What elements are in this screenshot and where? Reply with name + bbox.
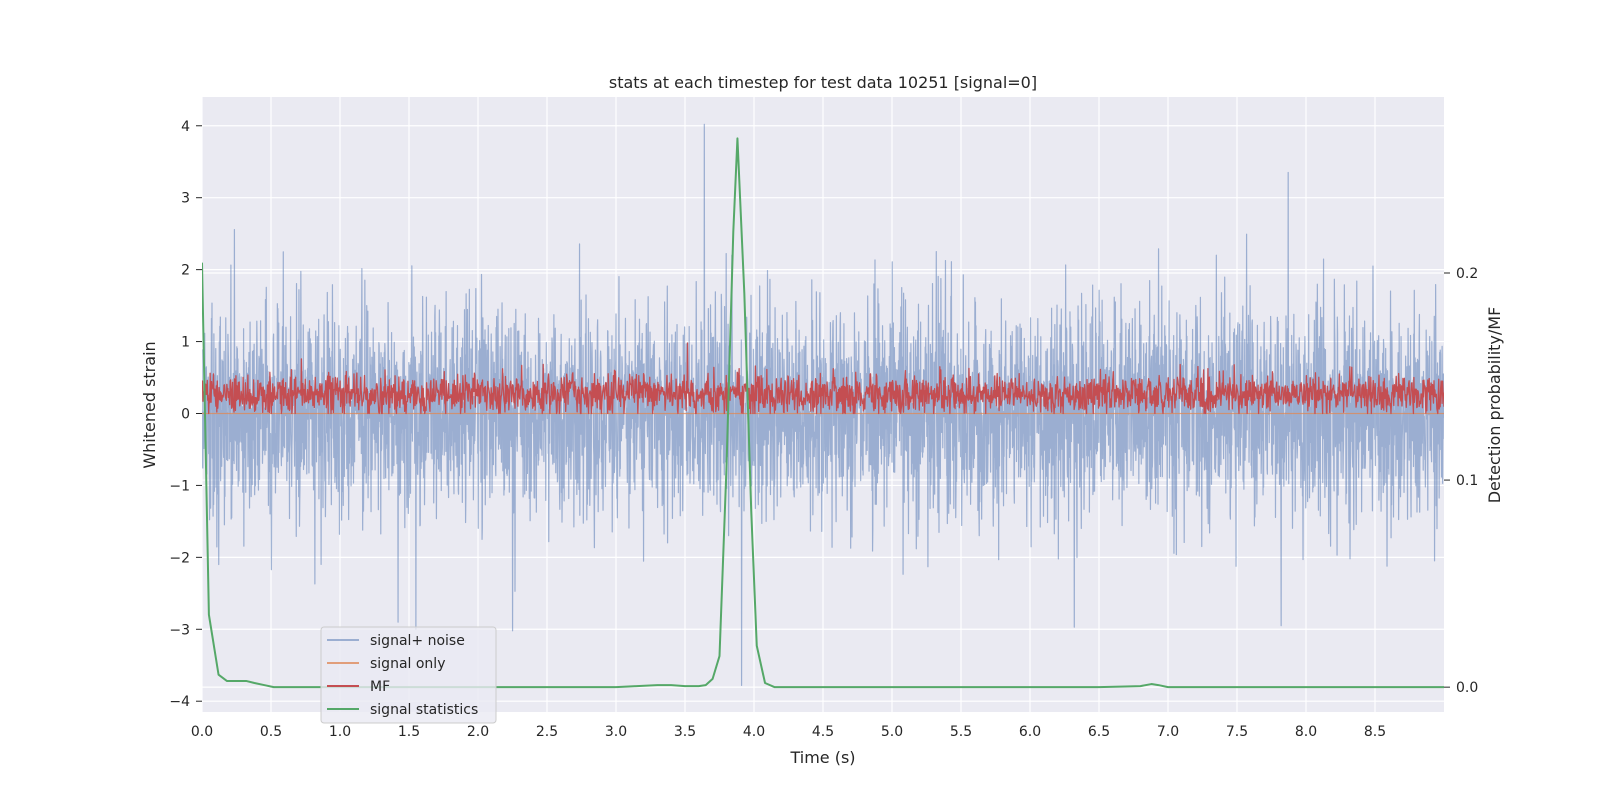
x-tick-label: 7.0 (1157, 724, 1179, 740)
y-tick-label: 2 (181, 263, 190, 279)
x-tick-label: 3.5 (674, 724, 696, 740)
legend-label-signal-noise: signal+ noise (370, 633, 465, 649)
y-tick-label: 1 (181, 335, 190, 351)
x-tick-label: 0.5 (260, 724, 282, 740)
x-tick-label: 5.0 (881, 724, 903, 740)
legend-box (320, 626, 497, 724)
series-layer (202, 123, 1444, 689)
x-tick-label: 4.5 (812, 724, 834, 740)
x-tick-label: 4.0 (743, 724, 765, 740)
x-tick-label: 1.5 (398, 724, 420, 740)
y-tick-label: 3 (181, 191, 190, 207)
y-tick-label: −3 (169, 622, 190, 638)
y2-tick-label: 0.2 (1456, 266, 1478, 282)
y-tick-label: 0 (181, 406, 190, 422)
y-axis-label: Whitened strain (140, 341, 159, 468)
x-tick-label: 2.5 (536, 724, 558, 740)
legend: signal+ noise signal only MF signal stat… (320, 626, 497, 724)
series-line-mf (202, 342, 1444, 415)
x-tick-label: 3.0 (605, 724, 627, 740)
y2-tick-label: 0.0 (1456, 680, 1478, 696)
x-tick-label: 7.5 (1226, 724, 1248, 740)
y2-axis-label: Detection probability/MF (1485, 307, 1504, 504)
x-tick-label: 2.0 (467, 724, 489, 740)
series-line-signal-statistics (202, 137, 1444, 689)
x-axis-ticks: 0.0 0.5 1.0 1.5 2.0 2.5 3.0 3.5 4.0 4.5 5.0 5.5 6.0 6… (191, 724, 1386, 740)
y-tick-label: −4 (169, 694, 190, 710)
x-axis-label: Time (s) (789, 748, 855, 767)
x-tick-label: 6.0 (1019, 724, 1041, 740)
x-tick-label: 6.5 (1088, 724, 1110, 740)
x-tick-label: 8.5 (1364, 724, 1386, 740)
x-tick-label: 8.0 (1295, 724, 1317, 740)
legend-label-mf: MF (370, 679, 390, 695)
chart-title: stats at each timestep for test data 102… (609, 73, 1037, 92)
legend-label-signal-statistics: signal statistics (370, 702, 478, 718)
y2-axis-ticks: 0.2 0.1 0.0 (1444, 266, 1478, 696)
x-tick-label: 1.0 (329, 724, 351, 740)
y-axis-ticks: 4 3 2 1 0 −1 −2 −3 −4 (169, 119, 202, 710)
y2-tick-label: 0.1 (1456, 473, 1478, 489)
y-tick-label: −2 (169, 550, 190, 566)
legend-label-signal-only: signal only (370, 656, 445, 672)
y-tick-label: 4 (181, 119, 190, 135)
x-tick-label: 0.0 (191, 724, 213, 740)
x-tick-label: 5.5 (950, 724, 972, 740)
y-tick-label: −1 (169, 478, 190, 494)
